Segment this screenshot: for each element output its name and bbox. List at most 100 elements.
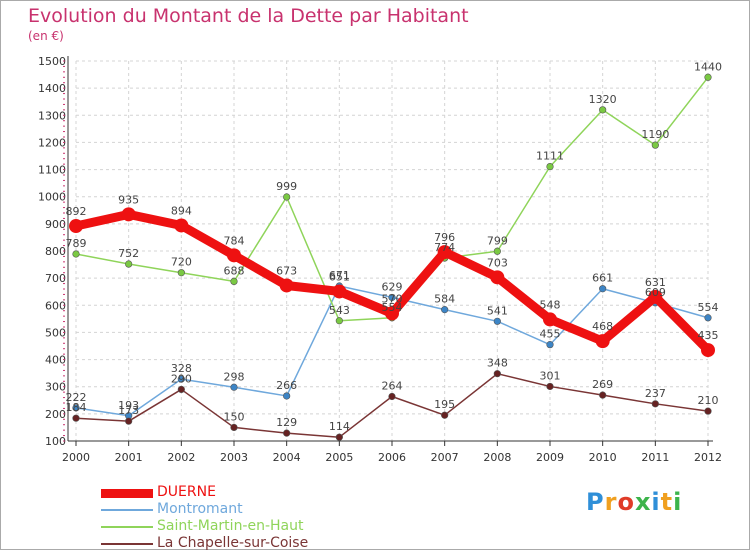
data-label: 631 bbox=[645, 276, 666, 289]
data-label: 114 bbox=[329, 420, 350, 433]
legend-swatch bbox=[101, 526, 153, 528]
logo-letter: i bbox=[673, 488, 683, 516]
y-tick-label: 1200 bbox=[38, 136, 66, 149]
x-tick-label: 2010 bbox=[589, 451, 617, 464]
data-point bbox=[72, 250, 80, 258]
data-label: 720 bbox=[171, 256, 192, 269]
data-point bbox=[230, 277, 238, 286]
data-point bbox=[283, 429, 291, 437]
data-label: 609 bbox=[645, 286, 666, 299]
data-point bbox=[493, 247, 501, 255]
data-label: 266 bbox=[276, 379, 297, 392]
logo-letter: o bbox=[617, 488, 635, 516]
data-point bbox=[388, 392, 396, 401]
data-label: 703 bbox=[487, 256, 508, 269]
data-label: 210 bbox=[698, 394, 719, 407]
data-label: 673 bbox=[276, 264, 297, 277]
data-labels: 892 935 894 784 673 651 570 796 703 548 468 631 435 2… bbox=[66, 60, 723, 433]
data-point bbox=[335, 433, 343, 441]
line-chart: 100 200 300 400 500 600 700 800 900 1000 1100 1200 1… bbox=[38, 55, 723, 464]
y-tick-label: 900 bbox=[45, 218, 66, 231]
data-label: 584 bbox=[434, 293, 455, 306]
data-label: 264 bbox=[382, 379, 403, 392]
data-point bbox=[177, 385, 185, 394]
legend-item: La Chapelle-sur-Coise bbox=[101, 535, 361, 552]
data-label: 629 bbox=[382, 280, 403, 293]
legend-swatch bbox=[101, 488, 153, 498]
data-label: 222 bbox=[66, 391, 87, 404]
data-label: 1440 bbox=[694, 60, 722, 73]
y-tick-label: 300 bbox=[45, 381, 66, 394]
legend-label: Montromant bbox=[157, 501, 243, 517]
y-tick-label: 700 bbox=[45, 272, 66, 285]
chart-title: Evolution du Montant de la Dette par Hab… bbox=[28, 5, 469, 27]
y-tick-label: 1100 bbox=[38, 164, 66, 177]
data-label: 468 bbox=[592, 320, 613, 333]
data-label: 774 bbox=[434, 241, 455, 254]
data-label: 752 bbox=[118, 247, 139, 260]
data-label: 129 bbox=[276, 416, 297, 429]
data-point bbox=[177, 375, 185, 383]
data-label: 269 bbox=[592, 378, 613, 391]
logo-letter: r bbox=[604, 488, 618, 516]
data-label: 661 bbox=[592, 272, 613, 285]
chart-subtitle: (en €) bbox=[28, 29, 64, 43]
data-point bbox=[279, 278, 294, 293]
logo-letter: t bbox=[660, 488, 674, 516]
data-point bbox=[230, 423, 238, 432]
data-point bbox=[121, 207, 136, 222]
data-label: 784 bbox=[224, 234, 245, 247]
data-point bbox=[490, 270, 505, 285]
x-tick-label: 2000 bbox=[62, 451, 90, 464]
y-tick-label: 400 bbox=[45, 354, 66, 367]
data-point bbox=[546, 162, 554, 171]
data-label: 298 bbox=[224, 370, 245, 383]
x-tick-label: 2012 bbox=[694, 451, 722, 464]
data-point bbox=[543, 312, 557, 327]
data-point bbox=[177, 269, 185, 277]
data-point bbox=[227, 248, 241, 263]
data-label: 1190 bbox=[641, 128, 669, 141]
data-point bbox=[125, 260, 133, 268]
data-point bbox=[704, 314, 712, 322]
data-point bbox=[437, 245, 452, 260]
data-point bbox=[648, 289, 663, 304]
data-point bbox=[72, 404, 80, 412]
data-label: 290 bbox=[171, 372, 192, 385]
data-label: 328 bbox=[171, 362, 192, 375]
legend-label: La Chapelle-sur-Coise bbox=[157, 535, 309, 551]
data-point bbox=[125, 417, 133, 425]
data-label: 541 bbox=[487, 304, 508, 317]
data-label: 789 bbox=[66, 237, 87, 250]
logo-letter: P bbox=[586, 488, 605, 516]
data-point bbox=[546, 341, 554, 349]
legend-item: Montromant bbox=[101, 501, 361, 518]
legend-swatch bbox=[101, 509, 153, 511]
data-label: 799 bbox=[487, 234, 508, 247]
logo-letter: x bbox=[634, 488, 652, 516]
y-tick-label: 200 bbox=[45, 408, 66, 421]
data-label: 688 bbox=[224, 264, 245, 277]
data-label: 554 bbox=[698, 301, 719, 314]
data-label: 554 bbox=[382, 301, 403, 314]
data-point bbox=[599, 391, 607, 399]
data-label: 796 bbox=[434, 231, 455, 244]
data-label: 184 bbox=[66, 401, 87, 414]
data-label: 237 bbox=[645, 387, 666, 400]
x-tick-label: 2011 bbox=[641, 451, 669, 464]
data-label: 435 bbox=[698, 329, 719, 342]
data-label: 150 bbox=[224, 410, 245, 423]
y-tick-label: 1400 bbox=[38, 82, 66, 95]
legend: DUERNE Montromant Saint-Martin-en-Haut La C… bbox=[101, 484, 361, 552]
data-point bbox=[69, 219, 83, 234]
data-point bbox=[493, 370, 501, 378]
data-label: 543 bbox=[329, 304, 350, 317]
data-label: 193 bbox=[118, 399, 139, 412]
y-tick-label: 800 bbox=[45, 245, 66, 258]
data-label: 301 bbox=[540, 369, 561, 382]
x-tick-label: 2005 bbox=[325, 451, 353, 464]
data-point bbox=[595, 334, 610, 349]
axes: 100 200 300 400 500 600 700 800 900 1000 1100 1200 1… bbox=[38, 55, 722, 464]
data-point bbox=[283, 193, 291, 201]
